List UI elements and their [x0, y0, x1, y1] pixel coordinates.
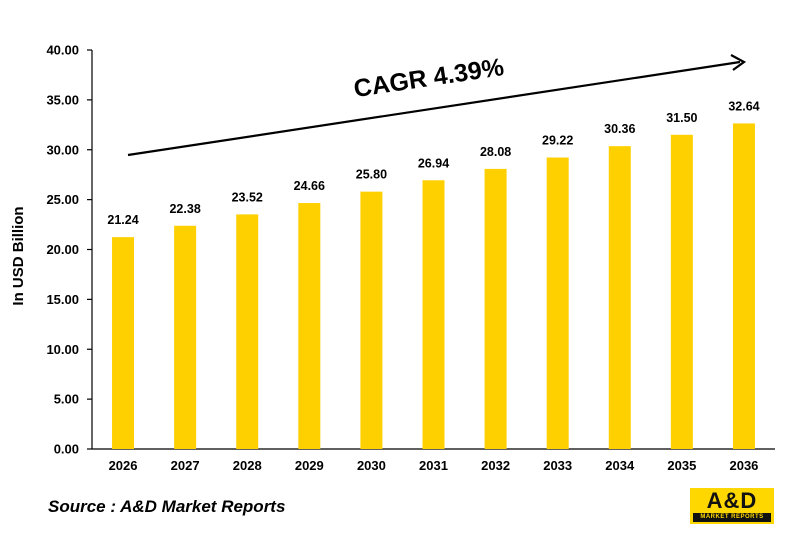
data-label: 28.08 [480, 145, 511, 159]
bars-group [112, 123, 755, 450]
logo-text: A&D [706, 488, 758, 513]
y-tick-label: 40.00 [46, 43, 79, 58]
x-tick-label: 2035 [667, 458, 696, 473]
data-label: 29.22 [542, 134, 573, 148]
logo-subtext: MARKET REPORTS [693, 513, 771, 522]
x-tick-label: 2034 [605, 458, 635, 473]
data-label: 25.80 [356, 168, 387, 182]
x-tick-label: 2030 [357, 458, 386, 473]
x-tick-label: 2036 [729, 458, 758, 473]
bar-2030 [360, 191, 383, 449]
y-tick-label: 15.00 [46, 292, 79, 307]
brand-logo: A&D MARKET REPORTS [690, 488, 774, 524]
source-note: Source : A&D Market Reports [48, 497, 286, 516]
y-axis-ticks: 0.00 5.00 10.00 15.00 20.00 25.00 30.00 35.00 40… [46, 43, 92, 457]
x-tick-label: 2028 [233, 458, 262, 473]
bar-2026 [112, 237, 135, 449]
y-tick-label: 0.00 [54, 442, 79, 457]
bar-2034 [608, 146, 631, 449]
data-label: 22.38 [169, 202, 200, 216]
bar-2028 [236, 214, 259, 449]
data-label: 31.50 [666, 111, 697, 125]
bar-2031 [422, 180, 445, 449]
data-label: 32.64 [728, 99, 759, 113]
x-tick-label: 2026 [109, 458, 138, 473]
cagr-annotation: CAGR 4.39% [352, 53, 506, 103]
cagr-arrow-line [127, 60, 741, 157]
x-tick-label: 2032 [481, 458, 510, 473]
y-tick-label: 30.00 [46, 142, 79, 157]
y-tick-label: 35.00 [46, 92, 79, 107]
x-tick-label: 2033 [543, 458, 572, 473]
x-tick-label: 2027 [171, 458, 200, 473]
bar-2029 [298, 203, 321, 449]
bar-2027 [174, 225, 197, 449]
y-tick-label: 20.00 [46, 242, 79, 257]
data-label: 30.36 [604, 122, 635, 136]
x-tick-label: 2031 [419, 458, 448, 473]
bar-2032 [484, 168, 507, 450]
data-label: 23.52 [232, 190, 263, 204]
x-axis-ticks: 2026 2027 2028 2029 2030 2031 2032 2033 2034 2035… [109, 458, 759, 473]
y-tick-label: 25.00 [46, 192, 79, 207]
bar-2036 [732, 123, 755, 449]
bar-2033 [546, 157, 569, 449]
data-labels-group: 21.24 22.38 23.52 24.66 25.80 26.94 28.08 29.22… [107, 99, 759, 227]
y-tick-label: 5.00 [54, 392, 79, 407]
cagr-arrow-head [730, 54, 747, 71]
y-axis-label: In USD Billion [10, 206, 27, 305]
x-tick-label: 2029 [295, 458, 324, 473]
data-label: 21.24 [107, 213, 138, 227]
bar-2035 [670, 134, 693, 449]
data-label: 24.66 [294, 179, 325, 193]
data-label: 26.94 [418, 156, 449, 170]
y-tick-label: 10.00 [46, 342, 79, 357]
